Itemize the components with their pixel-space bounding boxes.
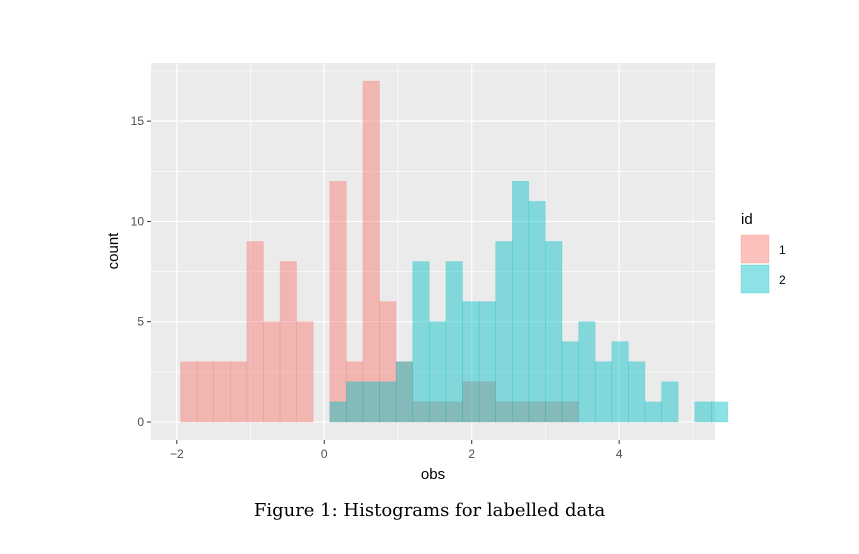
histogram-bar-id-2 [594, 361, 613, 423]
histogram-bar-id-1 [528, 401, 546, 423]
histogram-bar-id-1 [230, 361, 248, 423]
histogram-bar-id-1 [346, 361, 364, 423]
histogram-bar-id-1 [296, 321, 314, 423]
y-tick-label: 5 [137, 315, 144, 329]
grid-major [151, 63, 715, 440]
histogram-bar-id-1 [512, 401, 530, 423]
y-tick-label: 15 [131, 114, 145, 128]
grid-minor [151, 63, 715, 440]
histogram-bar-id-2 [545, 241, 563, 423]
legend: id 1 2 [740, 211, 786, 294]
x-axis-title: obs [421, 466, 445, 483]
x-tick-label: 2 [468, 447, 475, 461]
histogram-bar-id-2 [611, 341, 629, 423]
histogram-bar-id-1 [246, 241, 264, 423]
legend-label-2: 2 [779, 273, 786, 287]
histogram-bar-id-1 [263, 321, 281, 423]
legend-key-2 [740, 264, 770, 294]
histogram-bar-id-1 [196, 361, 214, 423]
x-tick-label: −2 [170, 447, 184, 461]
histogram-bar-id-2 [561, 341, 579, 423]
histogram-bar-id-1 [379, 301, 397, 423]
legend-title: id [741, 211, 753, 228]
histogram-bar-id-2 [661, 381, 679, 423]
histogram-bar-id-1 [362, 80, 380, 423]
plot-panel [151, 63, 715, 440]
histogram-bar-id-1 [279, 261, 297, 423]
histogram-bar-id-1 [429, 401, 447, 423]
x-axis: −2 0 2 4 [170, 440, 623, 461]
histogram-bar-id-1 [213, 361, 231, 423]
histogram-bar-id-2 [346, 381, 364, 423]
y-axis-title: count [105, 232, 122, 270]
histogram-bar-id-2 [512, 181, 530, 423]
histogram-bar-id-2 [412, 261, 430, 423]
legend-label-1: 1 [779, 243, 786, 257]
histogram-bars [180, 80, 729, 423]
histogram-bar-id-1 [329, 181, 347, 423]
histogram-bar-id-2 [578, 321, 596, 423]
histogram-bar-id-2 [644, 401, 662, 423]
histogram-bar-id-2 [628, 361, 646, 423]
histogram-bar-id-1 [462, 381, 480, 423]
histogram-bar-id-2 [711, 401, 729, 423]
histogram-bar-id-2 [395, 361, 413, 423]
histogram-bar-id-1 [561, 401, 579, 423]
histogram-bar-id-2 [329, 401, 347, 423]
histogram-bar-id-2 [462, 301, 480, 423]
histogram-bar-id-2 [379, 381, 397, 423]
histogram-bar-id-1 [395, 361, 413, 423]
figure-caption: Figure 1: Histograms for labelled data [253, 500, 606, 521]
y-tick-label: 0 [137, 415, 144, 429]
histogram-bar-id-2 [694, 401, 712, 423]
legend-key-1 [740, 234, 770, 264]
histogram-bar-id-1 [412, 401, 430, 423]
histogram-bar-id-2 [362, 381, 380, 423]
histogram-bar-id-2 [429, 321, 447, 423]
x-tick-label: 4 [616, 447, 623, 461]
x-tick-label: 0 [321, 447, 328, 461]
histogram-bar-id-2 [478, 301, 496, 423]
histogram-bar-id-1 [180, 361, 198, 423]
histogram-bar-id-1 [495, 401, 513, 423]
histogram-bar-id-2 [528, 201, 546, 423]
histogram-bar-id-1 [545, 401, 563, 423]
histogram-bar-id-2 [495, 241, 513, 423]
y-axis: 0 5 10 15 [131, 114, 151, 429]
histogram-bar-id-2 [445, 261, 463, 423]
histogram-bar-id-1 [478, 381, 496, 423]
y-tick-label: 10 [131, 214, 145, 228]
histogram-chart: 0 5 10 15 −2 0 2 4 obs count id 1 2 [105, 63, 786, 483]
histogram-bar-id-1 [445, 401, 463, 423]
